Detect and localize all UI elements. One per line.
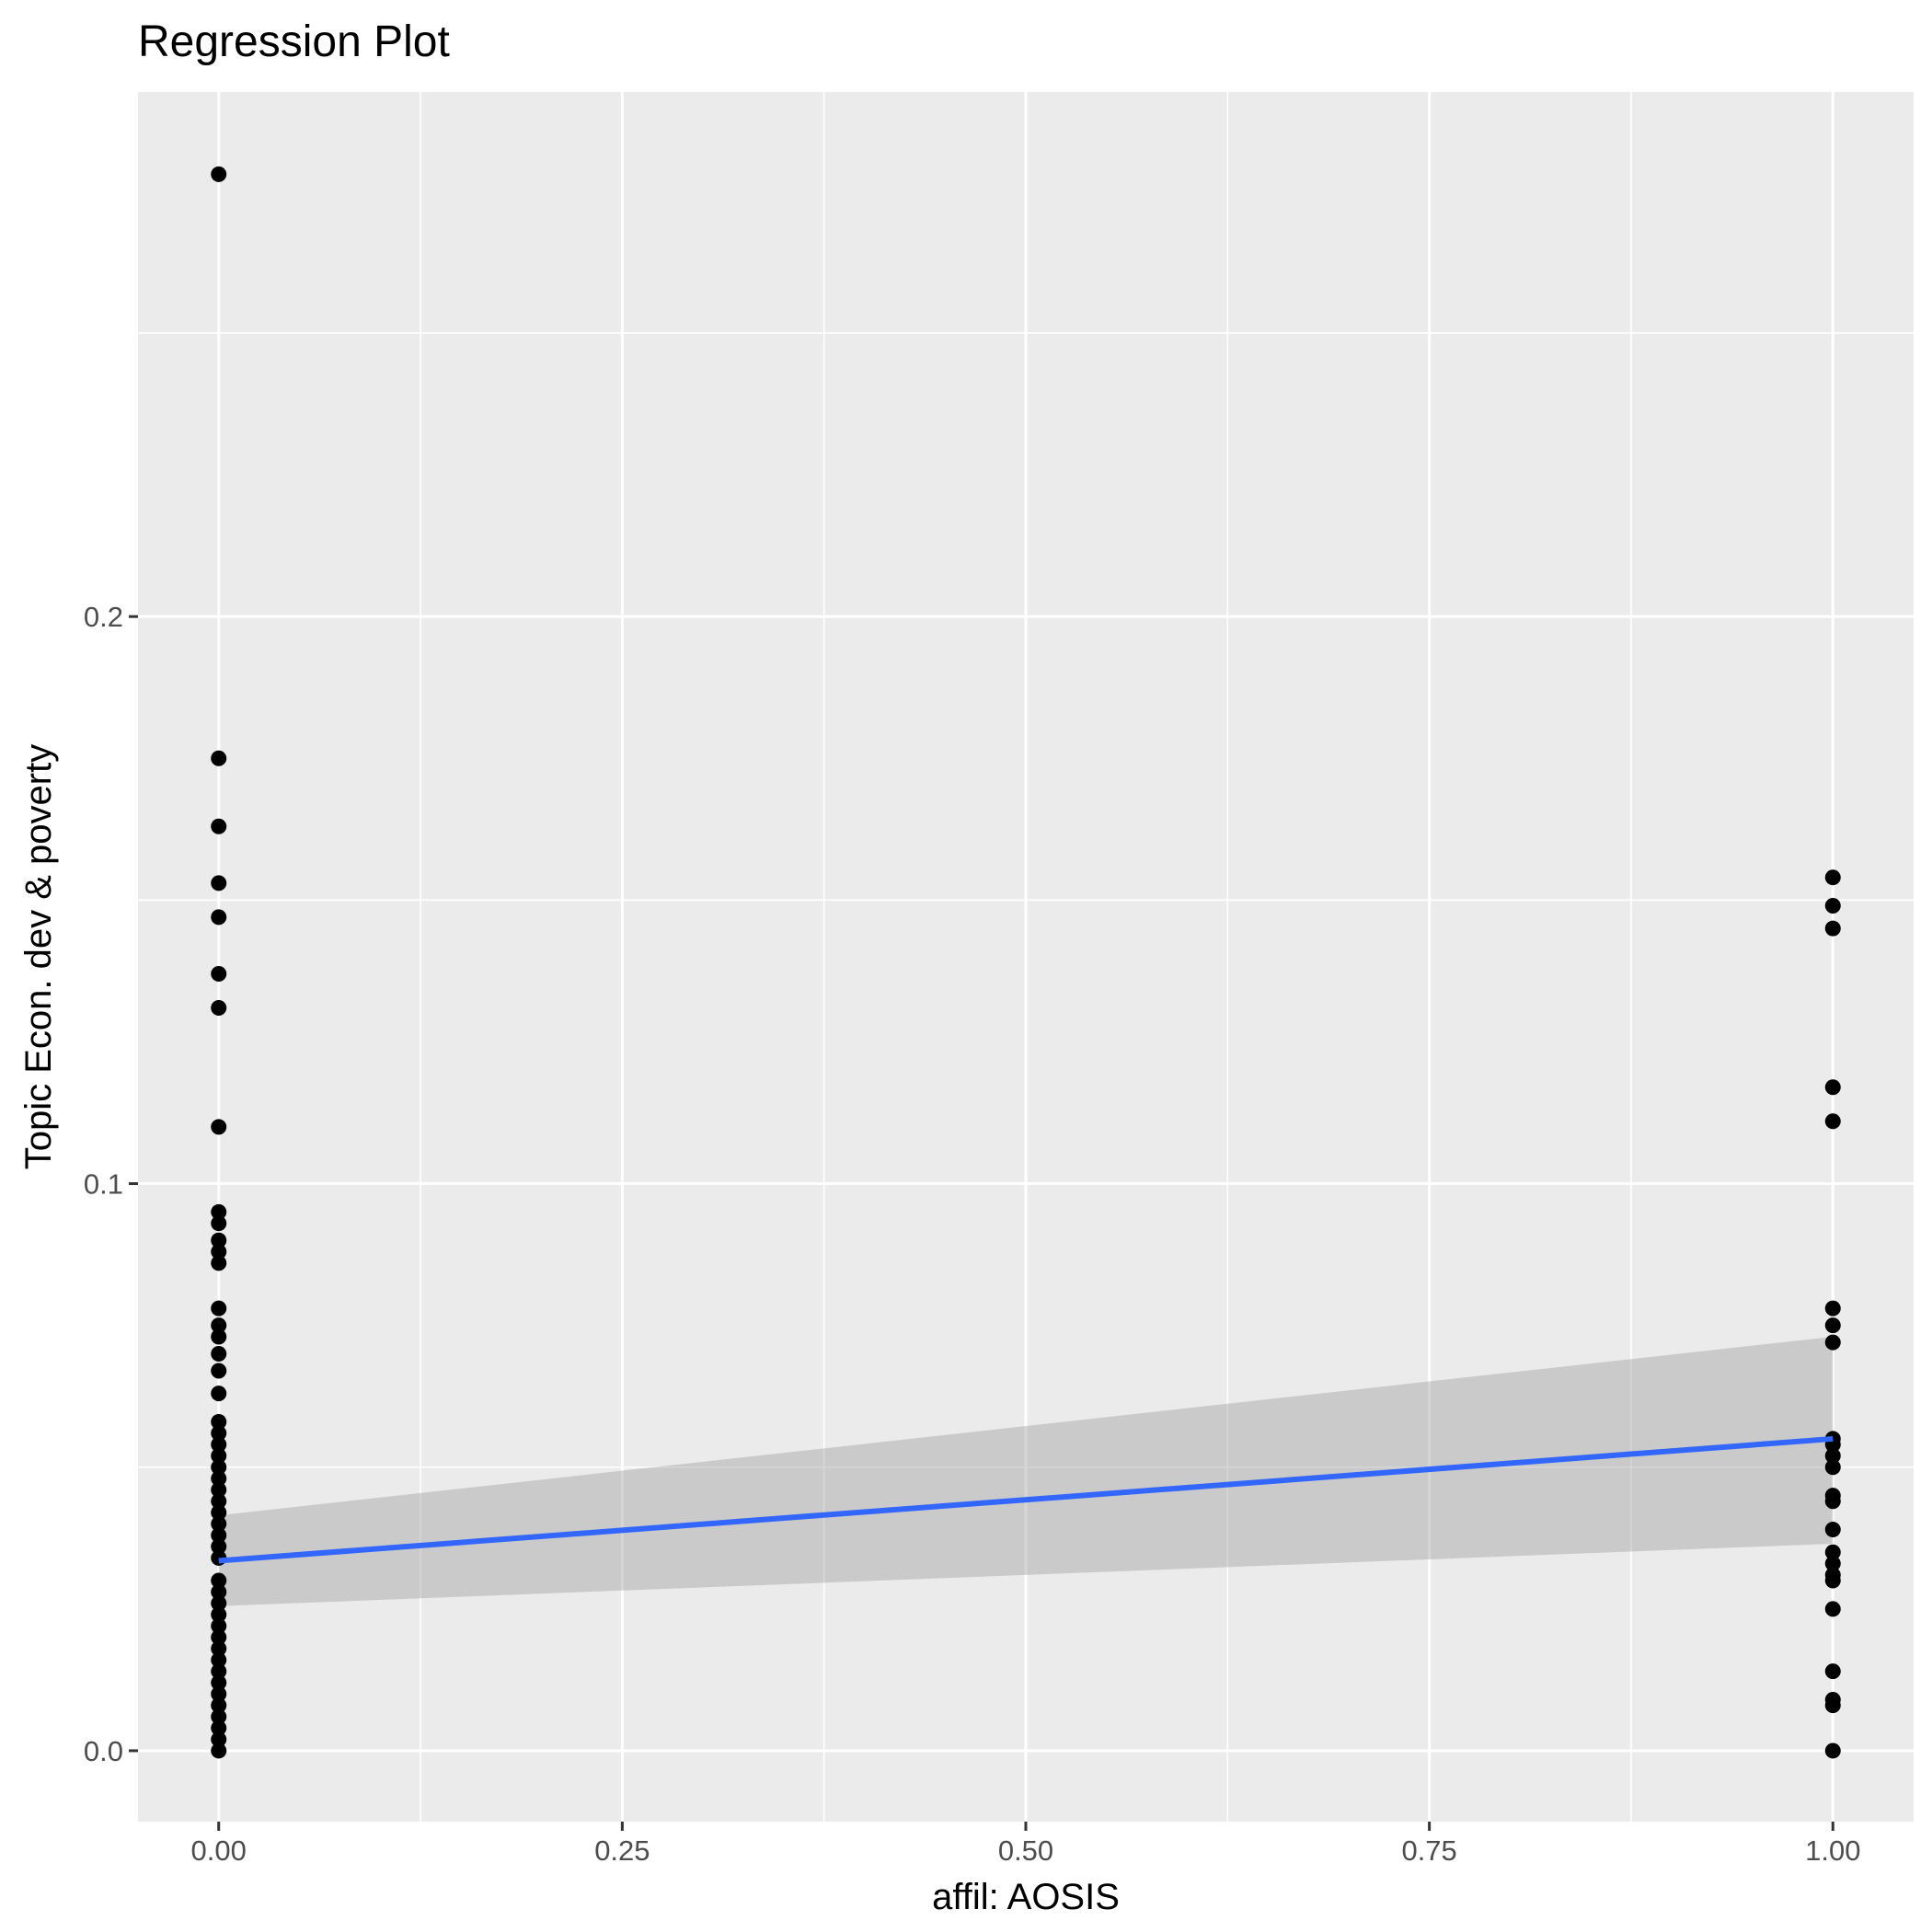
data-point: [211, 1640, 227, 1657]
x-axis-title: affil: AOSIS: [932, 1877, 1120, 1917]
data-point: [211, 1697, 227, 1714]
data-point: [211, 1363, 227, 1379]
data-point: [211, 1481, 227, 1498]
data-point: [1824, 920, 1841, 937]
data-point: [211, 1685, 227, 1702]
data-point: [211, 1663, 227, 1680]
data-point: [1824, 1572, 1841, 1589]
data-point: [211, 1719, 227, 1736]
data-point: [211, 1595, 227, 1612]
y-axis-title: Topic Econ. dev & poverty: [18, 744, 59, 1169]
data-point: [211, 818, 227, 834]
data-point: [1824, 1079, 1841, 1096]
data-point: [211, 1459, 227, 1476]
data-points-layer: [211, 166, 1841, 1759]
data-point: [211, 1493, 227, 1510]
x-tick-label: 0.25: [594, 1834, 650, 1867]
data-point: [1824, 869, 1841, 886]
data-point: [211, 1386, 227, 1402]
data-point: [211, 909, 227, 926]
data-point: [211, 1651, 227, 1668]
data-point: [1824, 1556, 1841, 1572]
data-point: [211, 1504, 227, 1521]
x-tick-label: 0.75: [1401, 1834, 1456, 1867]
data-point: [1824, 1493, 1841, 1510]
y-tick-labels: 0.0 0.1 0.2: [84, 601, 123, 1767]
data-point: [1824, 1113, 1841, 1130]
axis-ticks: [129, 615, 1834, 1831]
chart-title: Regression Plot: [138, 17, 450, 66]
x-tick-label: 1.00: [1805, 1834, 1860, 1867]
data-point: [1824, 1742, 1841, 1759]
data-point: [1824, 1663, 1841, 1680]
data-point: [211, 1425, 227, 1442]
y-tick-label: 0.2: [84, 601, 123, 633]
data-point: [1824, 1544, 1841, 1560]
data-point: [211, 1527, 227, 1544]
data-point: [1824, 1459, 1841, 1476]
data-point: [211, 1583, 227, 1600]
data-point: [211, 1436, 227, 1453]
data-point: [211, 1232, 227, 1248]
y-tick-label: 0.1: [84, 1168, 123, 1201]
data-point: [211, 1255, 227, 1271]
data-point: [211, 1617, 227, 1634]
data-point: [211, 1572, 227, 1589]
data-point: [211, 1317, 227, 1334]
data-point: [211, 1300, 227, 1317]
data-point: [1824, 1300, 1841, 1317]
data-point: [211, 875, 227, 891]
data-point: [211, 1515, 227, 1532]
x-tick-label: 0.00: [191, 1834, 247, 1867]
data-point: [211, 1447, 227, 1464]
data-point: [211, 999, 227, 1016]
data-point: [211, 1606, 227, 1623]
data-point: [211, 166, 227, 182]
data-point: [211, 1413, 227, 1430]
confidence-band: [218, 1336, 1834, 1606]
data-point: [211, 1470, 227, 1487]
y-tick-label: 0.0: [84, 1735, 123, 1767]
data-point: [211, 1215, 227, 1232]
data-point: [1824, 1601, 1841, 1617]
data-point: [211, 1538, 227, 1555]
regression-line-layer: [218, 1435, 1834, 1564]
data-point: [211, 1708, 227, 1725]
data-point: [1824, 1697, 1841, 1714]
x-tick-label: 0.50: [998, 1834, 1053, 1867]
data-point: [211, 965, 227, 982]
data-point: [1824, 1334, 1841, 1351]
data-point: [211, 1674, 227, 1691]
x-tick-labels: 0.00 0.25 0.50 0.75 1.00: [191, 1834, 1861, 1867]
data-point: [211, 1731, 227, 1748]
data-point: [1824, 1447, 1841, 1464]
regression-line: [218, 1435, 1834, 1564]
data-point: [211, 1244, 227, 1260]
data-point: [211, 1119, 227, 1135]
major-gridlines: [138, 92, 1914, 1822]
data-point: [211, 1742, 227, 1759]
data-point: [1824, 898, 1841, 914]
data-point: [211, 1203, 227, 1220]
data-point: [211, 750, 227, 766]
data-point: [1824, 1522, 1841, 1538]
data-point: [211, 1345, 227, 1362]
data-point: [1824, 1317, 1841, 1334]
data-point: [211, 1328, 227, 1345]
confidence-band-layer: [218, 1336, 1834, 1606]
data-point: [211, 1629, 227, 1646]
